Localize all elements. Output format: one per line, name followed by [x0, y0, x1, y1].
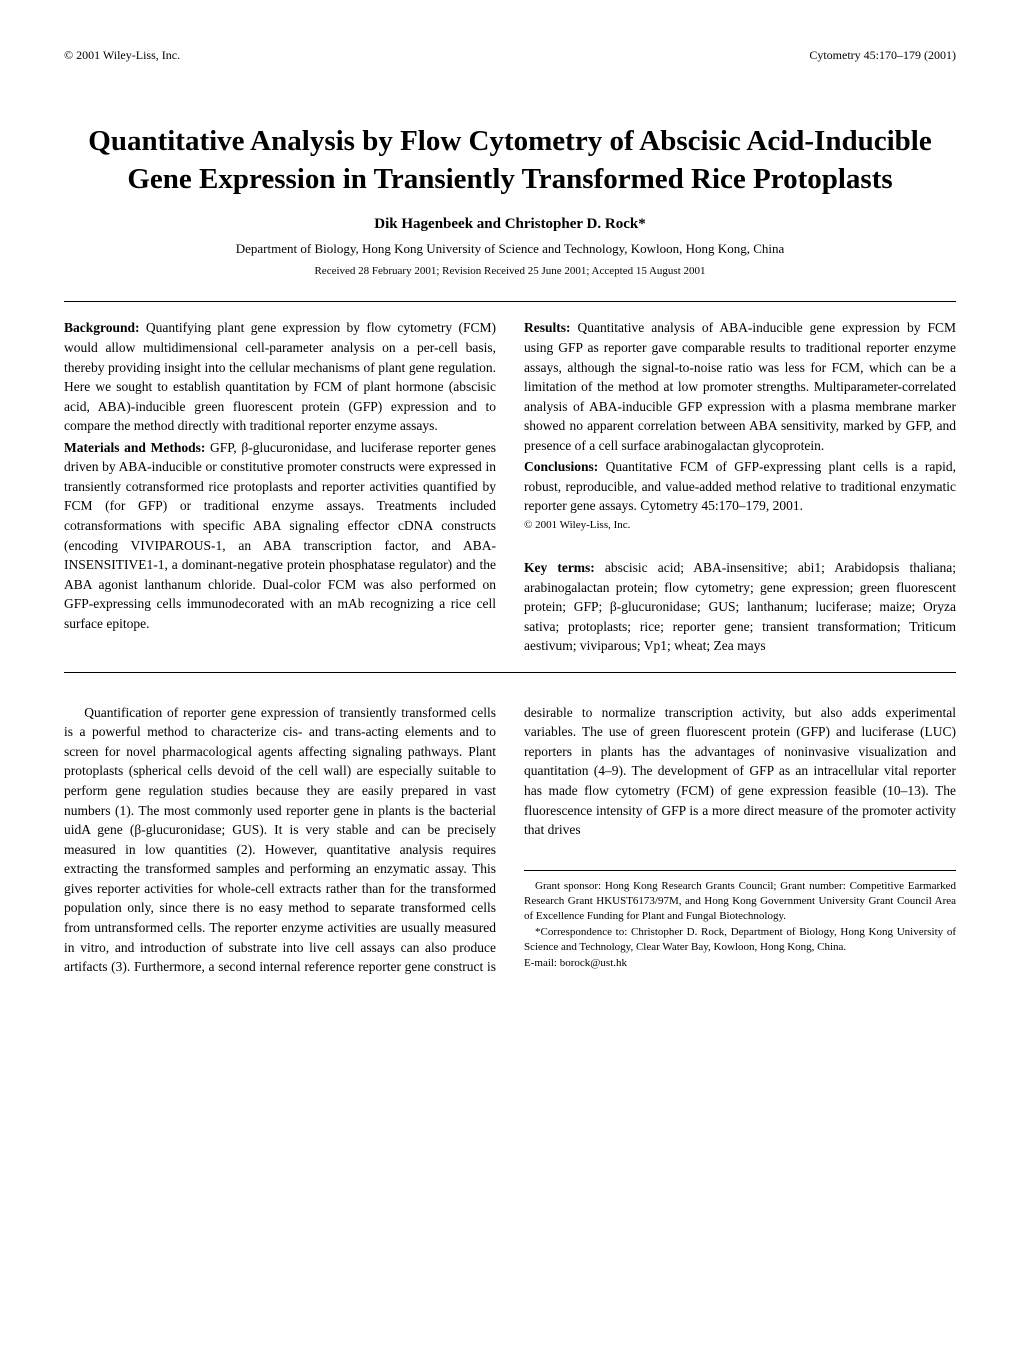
running-header: © 2001 Wiley-Liss, Inc. Cytometry 45:170…: [64, 48, 956, 63]
correspondence-footnote: *Correspondence to: Christopher D. Rock,…: [524, 925, 956, 956]
divider-bottom: [64, 672, 956, 673]
abstract-columns: Background: Quantifying plant gene expre…: [64, 318, 956, 655]
grant-footnote: Grant sponsor: Hong Kong Research Grants…: [524, 879, 956, 925]
keywords-block: Key terms: abscisic acid; ABA-insensitiv…: [524, 558, 956, 656]
results-text: Quantitative analysis of ABA-inducible g…: [524, 320, 956, 452]
results-label: Results:: [524, 320, 571, 335]
authors-line: Dik Hagenbeek and Christopher D. Rock*: [64, 216, 956, 233]
abstract-methods: Materials and Methods: GFP, β-glucuronid…: [64, 438, 496, 634]
copyright-header: © 2001 Wiley-Liss, Inc.: [64, 48, 180, 63]
affiliation: Department of Biology, Hong Kong Univers…: [64, 241, 956, 257]
email-footnote: E-mail: borock@ust.hk: [524, 956, 956, 971]
abstract-background: Background: Quantifying plant gene expre…: [64, 318, 496, 435]
conclusions-label: Conclusions:: [524, 459, 598, 474]
background-label: Background:: [64, 320, 140, 335]
journal-citation: Cytometry 45:170–179 (2001): [809, 48, 956, 63]
authors-text: Dik Hagenbeek and Christopher D. Rock*: [374, 216, 645, 232]
divider-top: [64, 301, 956, 302]
keywords-label: Key terms:: [524, 560, 595, 575]
abstract-copyright: © 2001 Wiley-Liss, Inc.: [524, 518, 956, 534]
abstract-conclusions: Conclusions: Quantitative FCM of GFP-exp…: [524, 457, 956, 516]
article-title: Quantitative Analysis by Flow Cytometry …: [64, 123, 956, 198]
footnotes: Grant sponsor: Hong Kong Research Grants…: [524, 870, 956, 971]
methods-text: GFP, β-glucuronidase, and luciferase rep…: [64, 440, 496, 631]
received-dates: Received 28 February 2001; Revision Rece…: [64, 265, 956, 277]
abstract-results: Results: Quantitative analysis of ABA-in…: [524, 318, 956, 455]
background-text: Quantifying plant gene expression by flo…: [64, 320, 496, 433]
methods-label: Materials and Methods:: [64, 440, 205, 455]
body-columns: Quantification of reporter gene expressi…: [64, 703, 956, 977]
